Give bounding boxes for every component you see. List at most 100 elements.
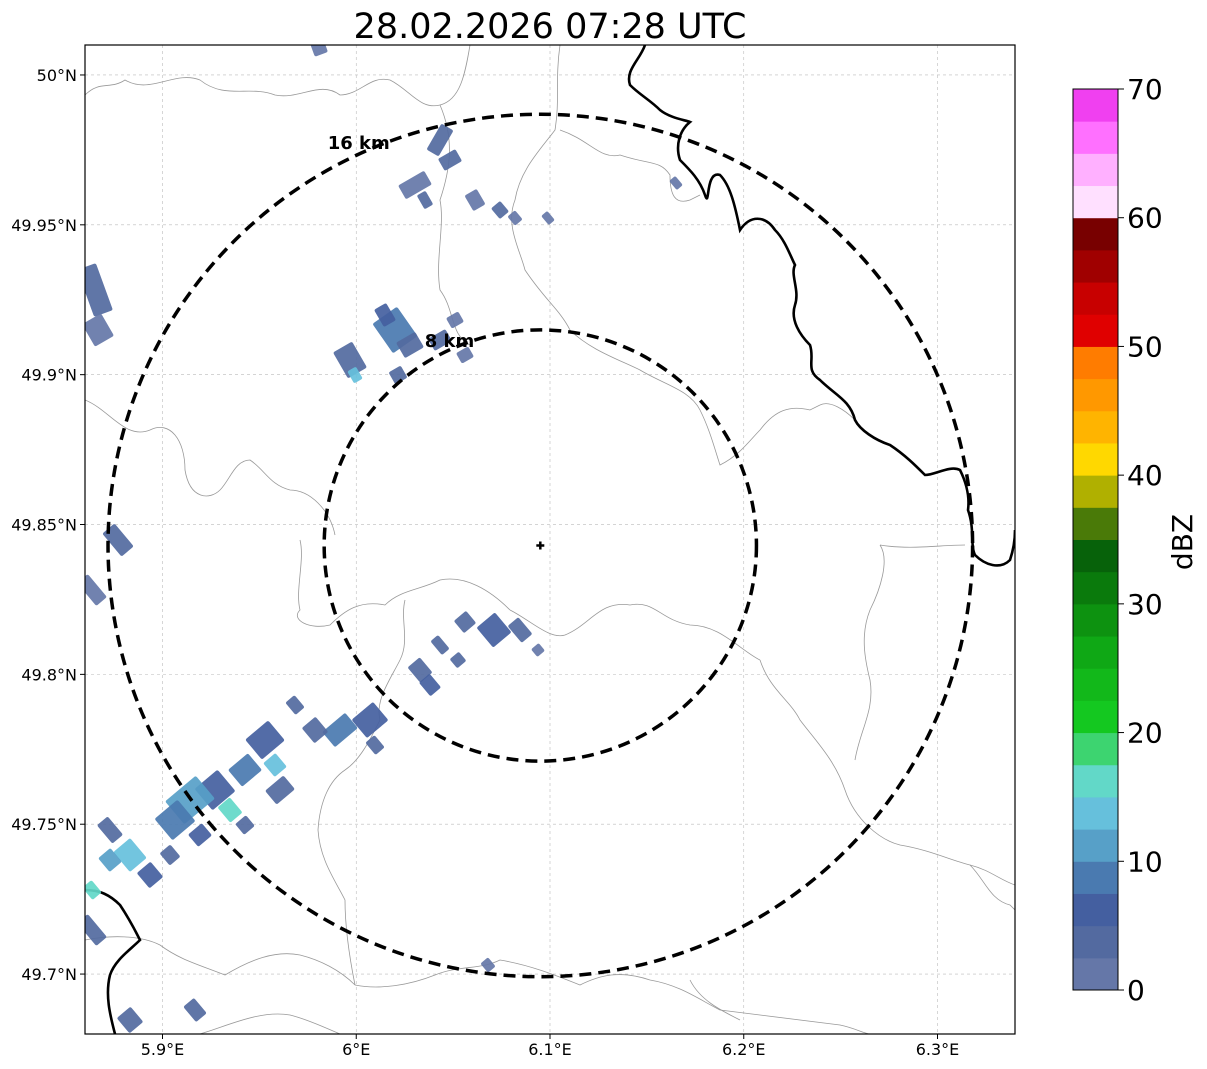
lat-tick-label: 50°N (37, 66, 77, 85)
reflectivity-echo (669, 176, 683, 190)
reflectivity-echo (427, 124, 453, 156)
colorbar-tick-label: 0 (1127, 974, 1145, 1007)
colorbar-segment (1073, 185, 1118, 219)
colorbar-segment (1073, 539, 1118, 573)
colorbar-segment (1073, 603, 1118, 637)
lat-tick-label: 49.7°N (21, 965, 77, 984)
colorbar-segment (1073, 153, 1118, 187)
boundary-line (509, 603, 761, 661)
reflectivity-echo (417, 191, 433, 209)
border-line (85, 888, 142, 1034)
reflectivity-echo (265, 776, 295, 804)
colorbar-segment (1073, 249, 1118, 283)
reflectivity-echo (347, 367, 363, 383)
colorbar-segment (1073, 378, 1118, 412)
lon-tick-label: 5.9°E (141, 1040, 185, 1059)
border-line (627, 45, 1015, 567)
reflectivity-echo (155, 800, 195, 840)
dbz-colorbar: 0 10 20 30 40 50 60 70 (1072, 73, 1163, 1007)
reflectivity-echo (160, 845, 180, 865)
radar-site-marker (536, 541, 545, 550)
boundary-line (689, 979, 741, 1021)
reflectivity-echo (98, 848, 122, 872)
reflectivity-echo (218, 798, 242, 822)
colorbar-segment (1073, 571, 1118, 605)
lat-tick-label: 49.75°N (11, 815, 77, 834)
lon-tick-label: 6.2°E (722, 1040, 766, 1059)
reflectivity-echo (456, 347, 474, 363)
colorbar-segment (1073, 796, 1118, 830)
colorbar-tick-label: 60 (1127, 202, 1163, 235)
reflectivity-echo (85, 574, 107, 606)
boundary-line (854, 544, 885, 761)
reflectivity-echo (531, 643, 545, 657)
admin-boundaries (85, 45, 1015, 1034)
colorbar-segment (1073, 121, 1118, 154)
reflectivity-echo (419, 674, 441, 696)
colorbar-segment (1073, 346, 1118, 380)
colorbar-title: dBZ (1166, 514, 1199, 570)
longitude-ticks: 5.9°E 6°E 6.1°E 6.2°E 6.3°E (141, 1034, 959, 1059)
reflectivity-echo (446, 312, 464, 328)
boundary-line (569, 329, 821, 466)
map-title: 28.02.2026 07:28 UTC (354, 7, 747, 47)
reflectivity-echo (389, 366, 407, 384)
colorbar-segment (1073, 314, 1118, 347)
latitude-ticks: 50°N 49.95°N 49.9°N 49.85°N 49.8°N 49.75°N 49.… (11, 66, 85, 984)
boundary-line (354, 959, 871, 1034)
reflectivity-echo (428, 329, 452, 351)
reflectivity-echo (491, 201, 509, 219)
reflectivity-echo (454, 611, 476, 633)
boundary-line (819, 403, 856, 421)
reflectivity-echo (117, 1007, 143, 1033)
range-ring-label: 8 km (425, 331, 475, 352)
reflectivity-echo (477, 613, 511, 647)
colorbar-tick-label: 70 (1127, 73, 1163, 106)
colorbar-segment (1073, 829, 1118, 862)
reflectivity-echo (103, 524, 133, 556)
reflectivity-echo (97, 817, 123, 843)
boundary-line (85, 936, 356, 986)
reflectivity-echo (352, 702, 388, 738)
reflectivity-echo (465, 189, 485, 211)
reflectivity-echo (137, 862, 163, 888)
colorbar-segment (1073, 764, 1118, 798)
colorbar-segment (1073, 861, 1118, 894)
boundary-line (199, 1013, 341, 1034)
colorbar-segment (1073, 636, 1118, 669)
colorbar-segment (1073, 89, 1118, 122)
reflectivity-echo (85, 880, 101, 900)
boundary-line (759, 659, 1015, 911)
boundary-line (317, 599, 406, 986)
lat-tick-label: 49.9°N (21, 366, 77, 385)
reflectivity-echo (508, 617, 532, 643)
reflectivity-echo (481, 958, 495, 972)
reflectivity-echo (396, 332, 424, 358)
colorbar-segment (1073, 507, 1118, 540)
lat-tick-label: 49.85°N (11, 516, 77, 535)
colorbar-tick-label: 10 (1127, 845, 1163, 878)
colorbar-segment (1073, 442, 1118, 476)
colorbar-segment (1073, 893, 1118, 927)
boundary-line (879, 544, 966, 548)
reflectivity-echo (333, 342, 367, 378)
reflectivity-echo (508, 211, 522, 225)
reflectivity-echo (308, 45, 328, 57)
national-borders (85, 45, 1015, 1034)
reflectivity-echo (228, 754, 262, 786)
reflectivity-echo (450, 652, 466, 668)
range-ring (322, 328, 759, 763)
lat-tick-label: 49.95°N (11, 216, 77, 235)
colorbar-tick-label: 30 (1127, 588, 1163, 621)
boundary-line (297, 539, 511, 627)
graticule (85, 45, 1015, 1034)
reflectivity-echo (398, 171, 432, 199)
lon-tick-label: 6.1°E (528, 1040, 572, 1059)
reflectivity-echo (438, 149, 462, 171)
reflectivity-echo (85, 313, 114, 347)
reflectivity-echo (85, 263, 113, 317)
colorbar-segment (1073, 732, 1118, 766)
colorbar-segment (1073, 668, 1118, 701)
reflectivity-echo (263, 753, 287, 777)
colorbar-segment (1073, 700, 1118, 734)
